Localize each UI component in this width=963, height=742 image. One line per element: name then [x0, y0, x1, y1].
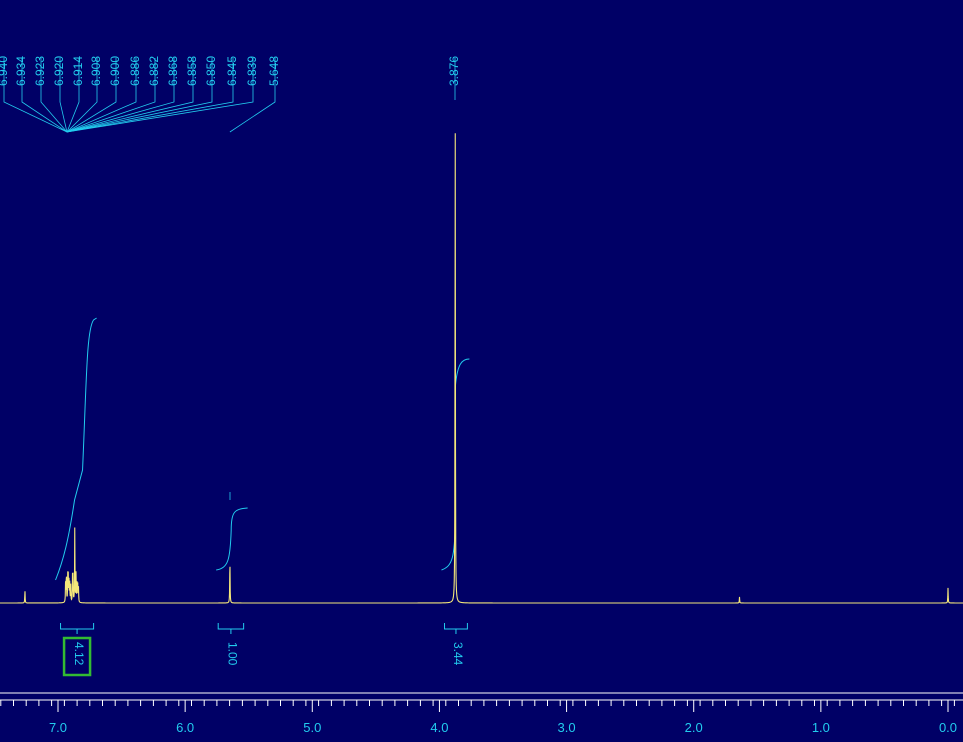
peak-label: 3.876: [447, 56, 461, 86]
integral-value: 4.12: [72, 642, 86, 666]
peak-label-leader: [66, 58, 137, 133]
peak-label: 6.908: [89, 56, 103, 86]
integral-region-group: 4.12 1.00 3.44: [60, 623, 468, 677]
peak-label: 6.934: [14, 56, 28, 86]
peak-label: 6.914: [71, 56, 85, 86]
axis-tick-label: 0.0: [939, 720, 957, 735]
peak-label: 5.648: [267, 56, 281, 86]
integral-curve: [55, 317, 97, 581]
axis-tick-label: 1.0: [812, 720, 830, 735]
peak-label-leader: [66, 58, 98, 133]
peak-label: 6.882: [147, 56, 161, 86]
peak-label-leader: [66, 58, 254, 133]
peak-label: 6.868: [166, 56, 180, 86]
peak-label: 6.920: [52, 56, 66, 86]
peak-label-group: 6.940 6.934 6.923 6.920 6.914 6.908 6.900 6.886…: [0, 56, 461, 133]
peak-label: 6.845: [225, 56, 239, 86]
peak-label-leader: [66, 58, 156, 133]
integral-bracket: [60, 623, 95, 634]
peak-label-leader: [59, 58, 68, 133]
peak-label-leader: [21, 58, 68, 133]
peak-label: 6.858: [185, 56, 199, 86]
peak-label-leader: [40, 58, 68, 133]
axis-tick-label: 2.0: [685, 720, 703, 735]
axis-tick-label: 5.0: [303, 720, 321, 735]
peak-label: 6.839: [245, 56, 259, 86]
axis-tick-label: 6.0: [176, 720, 194, 735]
integral-value: 3.44: [451, 642, 465, 666]
peak-label-leader: [66, 58, 194, 133]
axis-minor-ticks: [0, 700, 955, 706]
peak-label-leader: [229, 58, 276, 133]
x-axis: 7.0 6.0 5.0 4.0 3.0 2.0 1.0 0.0: [0, 692, 963, 735]
axis-tick-label: 3.0: [558, 720, 576, 735]
integral-curve: [216, 507, 248, 571]
axis-tick-label: 7.0: [49, 720, 67, 735]
peak-label: 6.850: [204, 56, 218, 86]
spectrum-series-line: [0, 133, 963, 604]
peak-label: 6.940: [0, 56, 10, 86]
peak-label-leader: [66, 58, 80, 133]
peak-label: 6.900: [108, 56, 122, 86]
peak-label-leader: [3, 58, 68, 133]
integral-curve-group: [55, 317, 470, 581]
peak-label-leader: [66, 58, 117, 133]
integral-value: 1.00: [226, 642, 240, 666]
peak-label: 6.886: [128, 56, 142, 86]
peak-label-leader: [66, 58, 234, 133]
axis-tick-label: 4.0: [430, 720, 448, 735]
integral-highlight-box: [62, 636, 92, 677]
peak-label: 6.923: [33, 56, 47, 86]
integral-bracket: [217, 623, 245, 634]
peak-label-leader: [66, 58, 213, 133]
peak-label-leader: [66, 58, 175, 133]
integral-bracket: [444, 623, 468, 634]
